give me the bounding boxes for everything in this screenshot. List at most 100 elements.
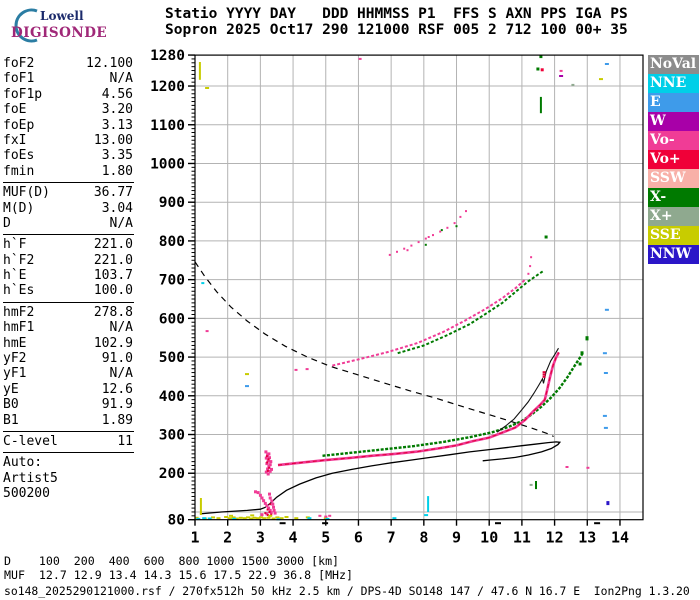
x-tick-label: 1 (190, 529, 199, 547)
footer-muf-row: MUF 12.7 12.9 13.4 14.3 15.6 17.5 22.9 3… (4, 569, 353, 582)
dot-e-cusp-pink (272, 508, 276, 512)
parameter-label: h`F (3, 237, 27, 253)
dot-f-start-blob-red (268, 466, 271, 469)
x-tick-label: 13 (578, 529, 596, 547)
dot-marks-sse (599, 78, 603, 81)
dot-e-cusp-red (270, 513, 273, 516)
dot-marks-vominus (358, 57, 362, 60)
parameter-row-foes: foEs 3.35 (3, 148, 134, 163)
dot-marks-sse (245, 373, 249, 376)
dot-marks-vominus (318, 514, 322, 517)
parameter-row-ye: yE 12.6 (3, 382, 134, 397)
parameter-label: foEp (3, 117, 35, 133)
parameter-row-foep: foEp 3.13 (3, 118, 134, 133)
parameter-value: 100.0 (93, 283, 133, 299)
parameter-label: hmE (3, 335, 27, 351)
parameter-value: N/A (109, 320, 133, 336)
legend-item-e: E (648, 93, 699, 112)
dot-marks-sse (205, 87, 210, 89)
y-tick-label: 1200 (150, 79, 185, 95)
dot-marks-e-blue (245, 385, 249, 388)
parameter-label: B1 (3, 412, 19, 428)
velocity-legend: NoVal NNE E W Vo- Vo+ SSW X- X+ SSE NNW (648, 55, 699, 264)
x-tick-label: 3 (256, 529, 265, 547)
dot-e-cusp-red (264, 512, 267, 515)
parameter-row-b0: B0 91.9 (3, 397, 134, 412)
dot-f-start-blob-red (266, 469, 269, 472)
dot-marks-xminus (536, 67, 540, 71)
parameter-label: Artist5 (3, 470, 58, 486)
y-tick-label: 500 (159, 350, 185, 366)
x-tick-label: 12 (546, 529, 564, 547)
parameter-row-fxi: fxI 13.00 (3, 133, 134, 148)
dot-steep-red-dash (542, 371, 546, 374)
y-tick-label: 1280 (150, 48, 185, 64)
dot-e-cusp-red (268, 511, 271, 513)
parameter-row-foe: foE 3.20 (3, 102, 134, 117)
dot-noise-yellow (284, 516, 289, 518)
y-tick-label: 600 (159, 311, 185, 327)
y-tick-label: 900 (159, 195, 185, 211)
parameter-row-he: h`E 103.7 (3, 268, 134, 283)
dot-f-start-blob-red (265, 455, 268, 458)
legend-item-nne: NNE (648, 74, 699, 93)
series-profile (199, 441, 562, 515)
dot-f-start-blob-red (266, 461, 269, 464)
y-tick-label: 800 (159, 234, 185, 250)
legend-item-x: X+ (648, 207, 699, 226)
dot-f-start-blob-pink (265, 462, 269, 466)
dot-hop3-o-dots (417, 241, 420, 244)
dot-noise-yellow (231, 516, 236, 519)
y-tick-label: 700 (159, 273, 185, 289)
x-tick-label: 9 (452, 529, 461, 547)
parameter-row-fof1p: foF1p 4.56 (3, 87, 134, 102)
parameter-value: 13.00 (93, 132, 133, 148)
dot-e-cusp-pink (271, 502, 275, 506)
parameter-label: hmF1 (3, 320, 35, 336)
dot-noise-yellow (194, 516, 199, 519)
legend-item-x: X- (648, 188, 699, 207)
dot-noise-yellow (211, 516, 215, 519)
dot-ohop2-tail-dots (527, 272, 530, 275)
dot-hop3-o-dots (453, 222, 456, 225)
dot-noise-yellow (259, 516, 263, 519)
footer-distance-row: D 100 200 400 600 800 1000 1500 3000 [km… (4, 555, 339, 568)
dot-f-start-blob-pink (264, 470, 268, 474)
dot-e-cusp-pink (267, 506, 271, 510)
dot-marks-e-blue (602, 414, 607, 417)
dot-f-start-blob-pink (268, 463, 272, 467)
dot-marks-e-blue (603, 372, 608, 374)
dot-e-cusp-pink (263, 501, 267, 505)
dot-noise-yellow (271, 517, 276, 520)
dot-x-trace-top-dots (580, 351, 584, 355)
parameter-value: 102.9 (93, 335, 133, 351)
dot-marks-xminus (539, 55, 543, 59)
parameter-value: 91.0 (101, 351, 133, 367)
dot-marks-nne (201, 282, 205, 285)
parameter-label: foF2 (3, 56, 35, 71)
dot-hop3-o-dots (424, 237, 427, 240)
dot-f-start-blob-pink (267, 464, 271, 468)
parameter-label: foEs (3, 148, 35, 164)
dot-f-start-blob-pink (266, 459, 270, 463)
x-tick-label: 11 (513, 529, 531, 547)
dot-marks-xplus (571, 83, 575, 86)
dot-e-cusp-pink (268, 496, 272, 500)
dot-f-start-blob-pink (268, 456, 271, 460)
separator-line (3, 430, 134, 432)
dot-e-cusp-pink (272, 505, 275, 509)
header-field-values: Sopron 2025 Oct17 290 121000 RSF 005 2 7… (165, 21, 628, 38)
parameter-row-fof1: foF1 N/A (3, 71, 134, 86)
parameter-label: yE (3, 381, 19, 397)
dot-noise-cyan (207, 517, 212, 520)
dot-noise-yellow (279, 517, 284, 520)
dot-marks-w (559, 75, 564, 77)
dot-noise-cyan (325, 517, 330, 520)
dot-x-trace-top-dots (578, 362, 582, 366)
dot-ohop2-tail-dots (529, 265, 532, 268)
header-field-names: Statio YYYY DAY DDD HHMMSS P1 FFS S AXN … (165, 6, 628, 22)
dot-f-start-blob-pink (266, 472, 270, 476)
legend-item-ssw: SSW (648, 169, 699, 188)
x-tick-label: 7 (387, 529, 396, 547)
